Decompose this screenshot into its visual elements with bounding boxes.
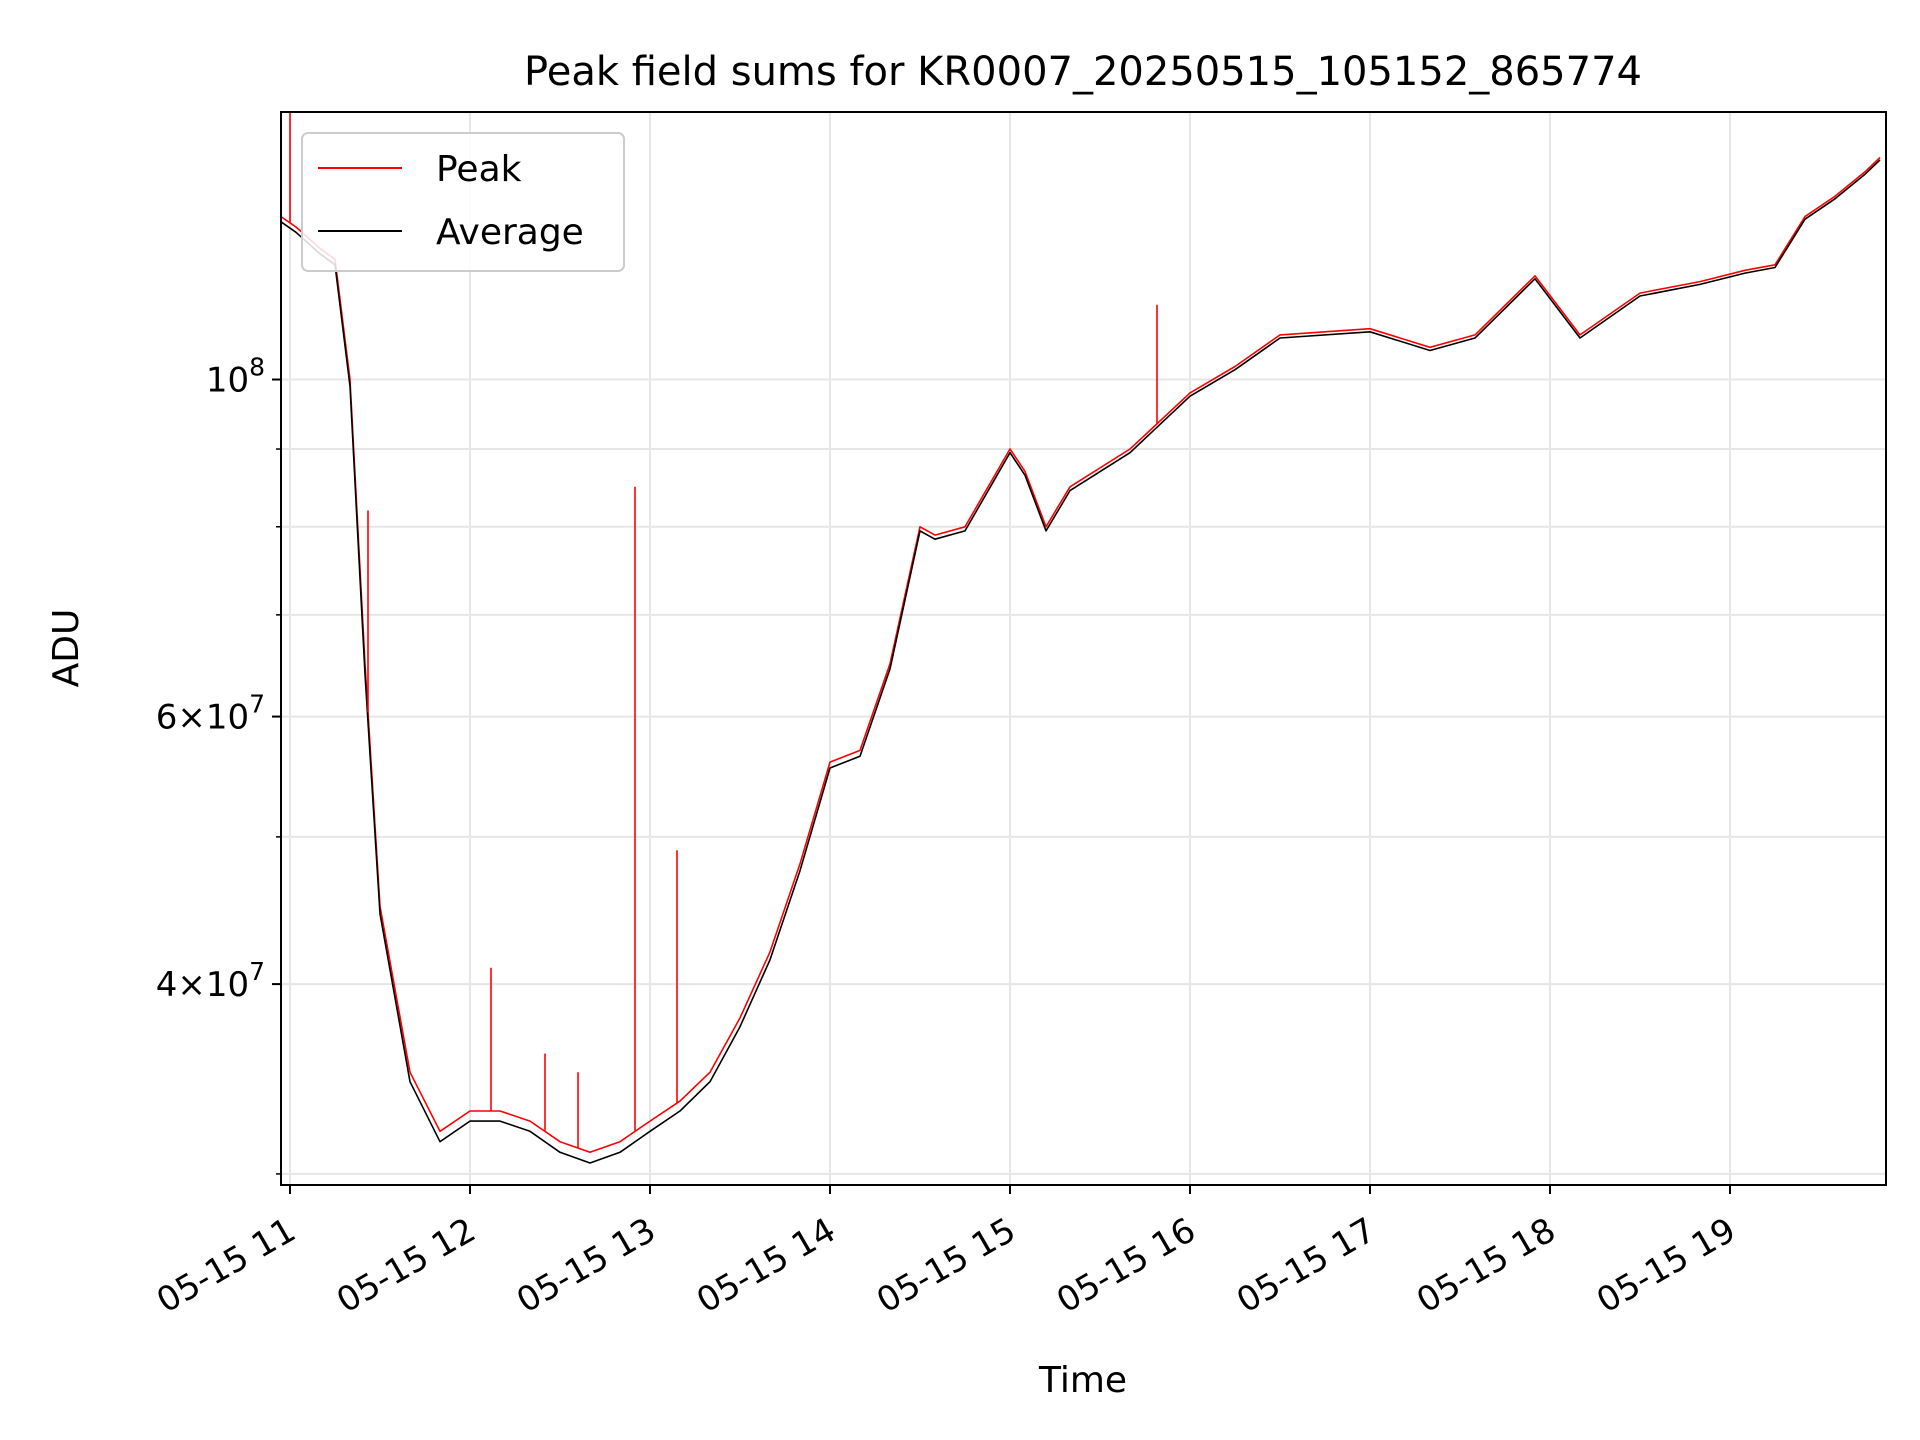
legend: Peak Average [301,132,625,272]
series-line-peak [280,156,1881,1154]
y-tick-label: 4×107 [156,957,265,1005]
chart-title: Peak field sums for KR0007_20250515_1051… [524,49,1642,95]
y-tick-label: 6×107 [156,690,265,738]
series-line-average [280,159,1881,1164]
series-layer [280,112,1881,1164]
y-axis-label: ADU [46,609,87,688]
axes-frame [280,111,1887,1186]
legend-peak-label: Peak [436,149,522,190]
y-axis-ticks: 4×107 6×107 108 [156,353,281,1175]
legend-average-label: Average [436,212,584,253]
y-tick-label: 108 [206,353,265,401]
grid-lines [281,112,1886,1185]
x-axis-label: Time [1038,1360,1127,1401]
